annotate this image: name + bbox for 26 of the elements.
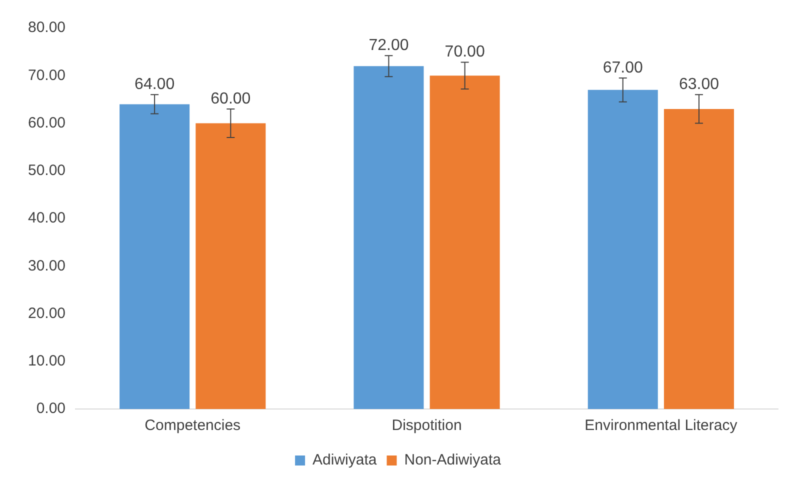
bar — [196, 123, 266, 409]
y-tick-label: 60.00 — [28, 114, 66, 132]
y-tick-label: 0.00 — [36, 400, 66, 418]
y-tick-label: 30.00 — [28, 257, 66, 274]
data-label: 60.00 — [210, 90, 251, 108]
x-tick-label: Competencies — [144, 417, 241, 434]
y-tick-label: 50.00 — [28, 162, 66, 180]
bar — [120, 104, 190, 409]
x-tick-label: Environmental Literacy — [584, 417, 738, 434]
legend-label: Non-Adiwiyata — [404, 452, 502, 469]
data-label: 64.00 — [134, 76, 175, 94]
data-label: 72.00 — [368, 37, 409, 54]
bar — [430, 76, 500, 409]
y-tick-label: 40.00 — [28, 210, 66, 227]
data-label: 63.00 — [678, 76, 720, 94]
data-label: 70.00 — [444, 44, 485, 61]
bar — [664, 108, 734, 409]
y-tick-label: 70.00 — [28, 66, 66, 84]
y-tick-label: 10.00 — [28, 352, 66, 370]
x-tick-label: Dispotition — [392, 417, 462, 434]
y-tick-label: 80.00 — [28, 19, 66, 36]
bar — [354, 66, 424, 409]
bar — [588, 90, 658, 409]
legend-label: Adiwiyata — [312, 452, 378, 469]
y-tick-label: 20.00 — [28, 304, 66, 322]
data-label: 67.00 — [602, 59, 643, 76]
